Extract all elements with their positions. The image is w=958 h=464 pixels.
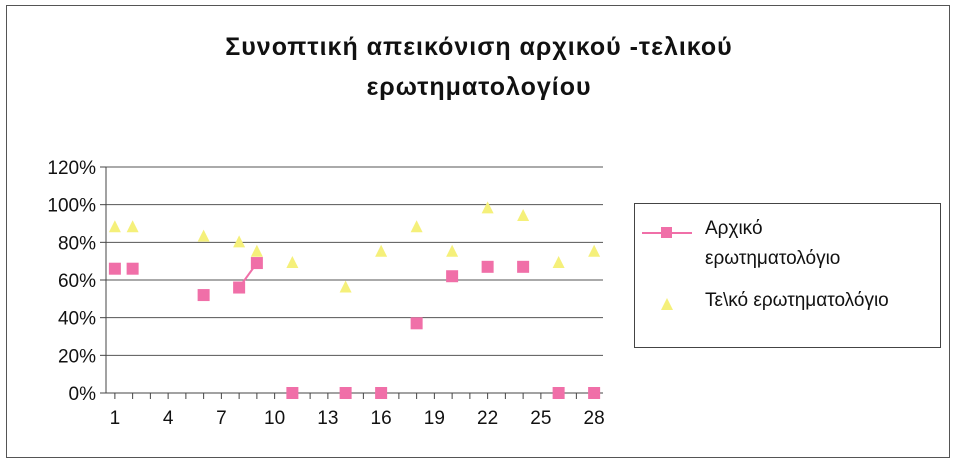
x-tick-label: 22 [477, 408, 498, 429]
series-final-point [552, 256, 565, 269]
legend-label-initial-line-1: Αρχικό [705, 218, 763, 239]
series-initial-point [552, 387, 565, 399]
series-final-point [517, 208, 530, 221]
x-tick-label: 25 [530, 408, 551, 429]
series-initial-point [108, 262, 121, 275]
series-initial-point [286, 387, 299, 399]
series-final-point [108, 220, 121, 233]
x-tick-label: 7 [216, 408, 227, 429]
y-tick-label: 120% [47, 158, 96, 179]
series-final-point [588, 244, 601, 257]
series-final-point [410, 220, 423, 233]
legend-label-initial-line-2: ερωτηματολόγιο [705, 248, 841, 269]
series-final-point [126, 220, 139, 233]
y-tick-label: 40% [58, 309, 96, 330]
x-tick-label: 4 [163, 408, 174, 429]
y-tick-label: 60% [58, 271, 96, 292]
series-final-point [375, 244, 388, 257]
series-initial-point [517, 260, 530, 273]
series-initial-point [481, 260, 494, 273]
legend-label-final: Τε\κό ερωτηματολόγιο [705, 290, 889, 311]
x-tick-label: 28 [584, 408, 605, 429]
series-final-point [286, 256, 299, 269]
series-initial-point [410, 317, 423, 330]
series-initial-point [233, 281, 246, 294]
series-final-point [446, 244, 459, 257]
series-initial-point [339, 387, 352, 399]
series-initial-point [197, 289, 210, 302]
series-initial-point [250, 257, 263, 270]
series-initial-point [126, 262, 139, 275]
x-tick-label: 10 [264, 408, 285, 429]
chart-title-line-2: ερωτηματολογίου [366, 73, 592, 101]
series-final-point [250, 244, 263, 257]
legend-triangle-marker-icon [661, 298, 673, 310]
series-initial-point [588, 387, 601, 399]
y-tick-label: 0% [69, 384, 97, 405]
series-final-point [481, 201, 494, 214]
y-tick-label: 100% [47, 196, 96, 217]
series-initial-point [375, 387, 388, 399]
series-final-point [197, 229, 210, 242]
y-tick-label: 80% [58, 233, 96, 254]
series-final-point [339, 280, 352, 293]
legend: Αρχικό ερωτηματολόγιο Τε\κό ερωτηματολόγ… [634, 203, 941, 348]
x-tick-label: 1 [110, 408, 121, 429]
x-tick-label: 16 [371, 408, 392, 429]
chart-title-line-1: Συνοπτική απεικόνιση αρχικού -τελικού [225, 33, 733, 61]
series-final-point [233, 235, 246, 248]
y-tick-label: 20% [58, 346, 96, 367]
legend-square-marker-icon [642, 227, 692, 238]
x-tick-label: 19 [424, 408, 445, 429]
x-tick-label: 13 [317, 408, 338, 429]
series-initial-point [446, 270, 459, 283]
